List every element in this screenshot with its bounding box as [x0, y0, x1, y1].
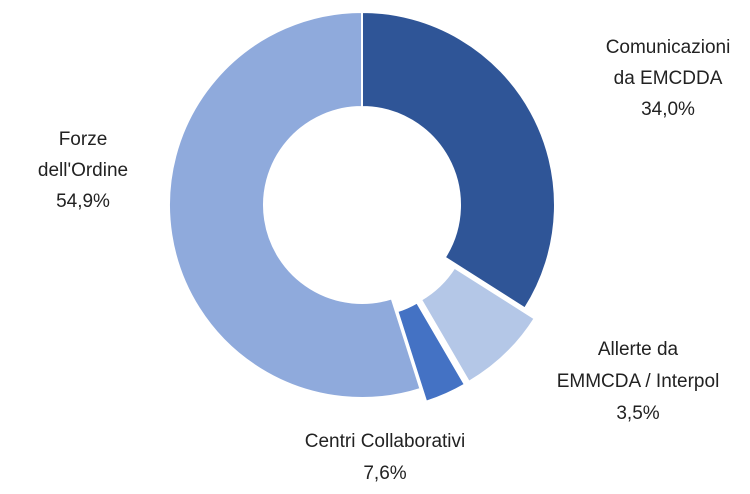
slice-label: Allerte da [598, 339, 679, 360]
slice-value-label: 7,6% [363, 463, 406, 484]
donut-slice [396, 301, 467, 403]
slice-label: Comunicazioni [606, 37, 731, 58]
donut-slice [168, 10, 422, 399]
slice-value-label: 34,0% [641, 99, 695, 120]
slice-label: Forze [59, 129, 108, 150]
slice-label: da EMCDDA [614, 68, 723, 89]
slice-value-label: 3,5% [616, 403, 659, 424]
donut-slice [419, 266, 537, 384]
slice-label: Centri Collaborativi [305, 431, 466, 452]
slice-label: dell'Ordine [38, 160, 128, 181]
slice-label: EMMCDA / Interpol [557, 371, 720, 392]
slice-value-label: 54,9% [56, 191, 110, 212]
donut-slice [361, 10, 556, 310]
